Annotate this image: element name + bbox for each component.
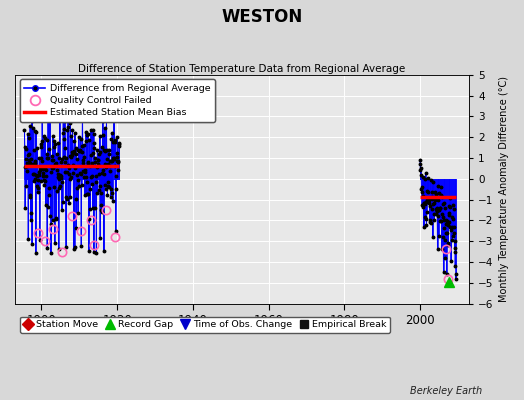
Text: WESTON: WESTON	[221, 8, 303, 26]
Legend: Station Move, Record Gap, Time of Obs. Change, Empirical Break: Station Move, Record Gap, Time of Obs. C…	[20, 316, 390, 333]
Text: Berkeley Earth: Berkeley Earth	[410, 386, 482, 396]
Title: Difference of Station Temperature Data from Regional Average: Difference of Station Temperature Data f…	[79, 64, 406, 74]
Y-axis label: Monthly Temperature Anomaly Difference (°C): Monthly Temperature Anomaly Difference (…	[499, 76, 509, 302]
